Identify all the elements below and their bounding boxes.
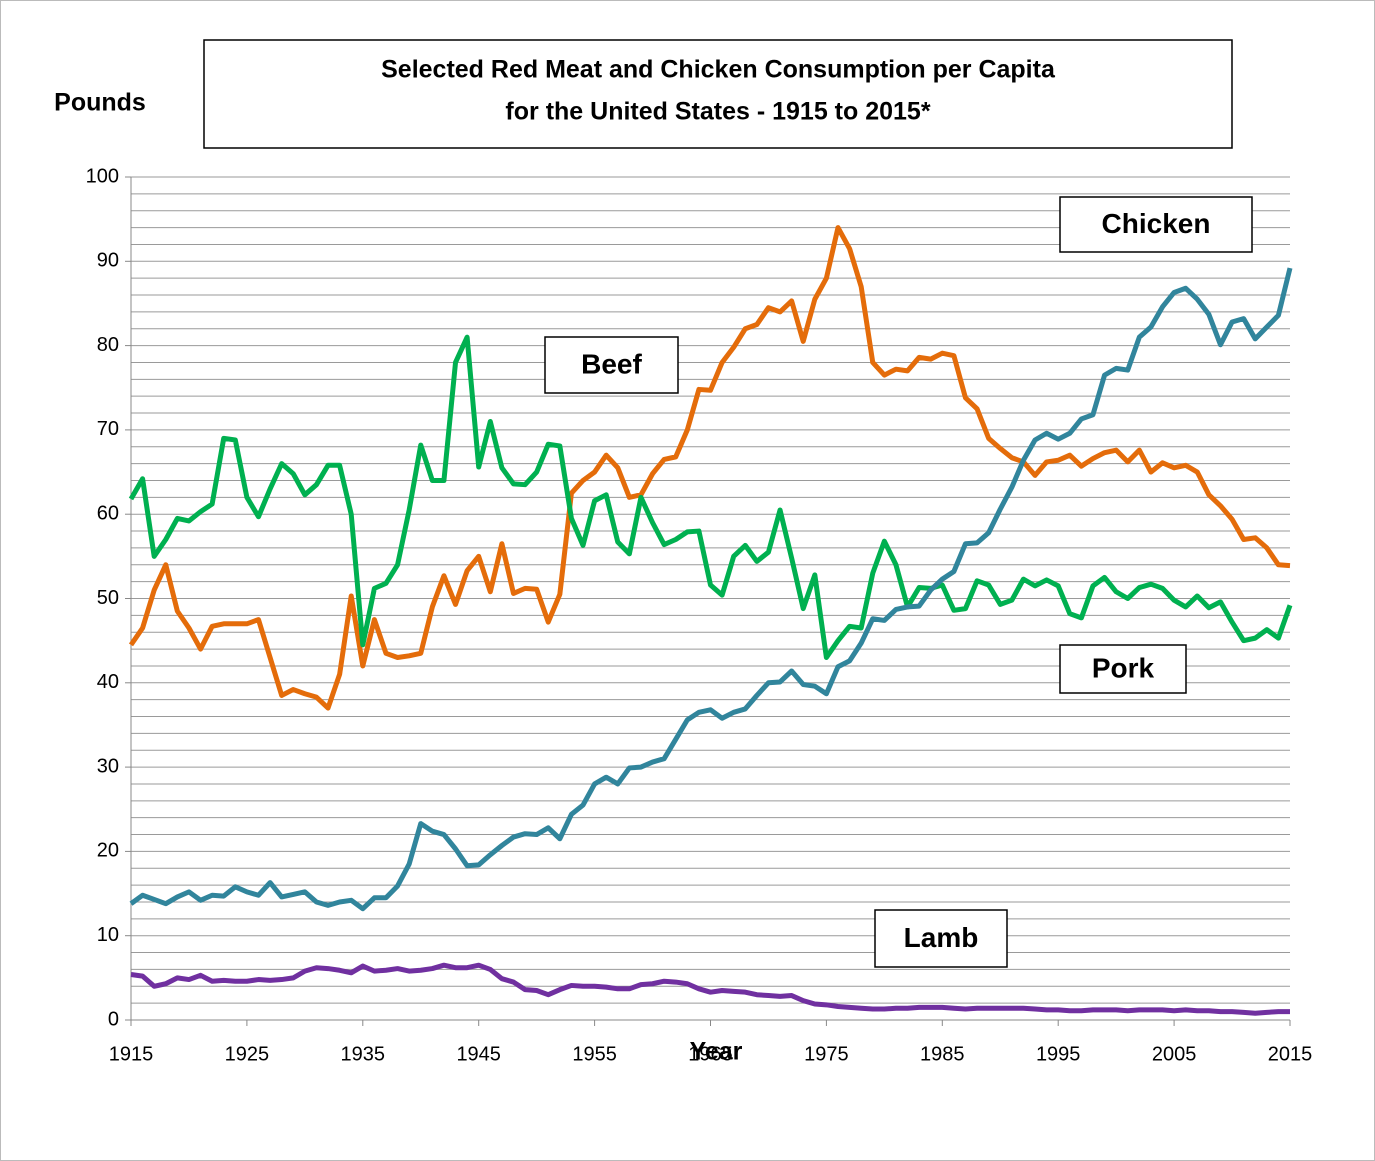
x-tick-label: 1995 — [1036, 1043, 1081, 1065]
y-axis-label: Pounds — [54, 89, 146, 117]
x-tick-label: 1985 — [920, 1043, 965, 1065]
series-line — [129, 267, 1293, 912]
series-label: Chicken — [1102, 208, 1211, 239]
x-tick-label: 1975 — [804, 1043, 849, 1065]
y-tick-label: 60 — [97, 502, 119, 524]
y-tick-label: 100 — [86, 165, 119, 187]
series-label: Beef — [581, 348, 642, 379]
x-tick-label: 1955 — [572, 1043, 617, 1065]
y-tick-label: 10 — [97, 924, 119, 946]
y-tick-label: 0 — [108, 1008, 119, 1030]
series-label-box — [874, 909, 1008, 968]
series-label-box — [1059, 644, 1187, 694]
y-tick-label: 20 — [97, 840, 119, 862]
x-tick-label: 2015 — [1268, 1043, 1313, 1065]
series-line — [128, 334, 1293, 661]
x-axis-label: Year — [690, 1038, 743, 1066]
series-line — [130, 962, 1290, 1016]
y-tick-label: 30 — [97, 755, 119, 777]
x-tick-label: 1965 — [688, 1043, 733, 1065]
x-tick-label: 1915 — [109, 1043, 154, 1065]
series-label-box — [1059, 196, 1253, 253]
chart-title: Selected Red Meat and Chicken Consumptio… — [381, 56, 1056, 84]
y-tick-label: 90 — [97, 250, 119, 272]
x-tick-label: 2005 — [1152, 1043, 1197, 1065]
title-box — [203, 39, 1233, 149]
y-tick-label: 80 — [97, 334, 119, 356]
series-label: Pork — [1092, 652, 1155, 683]
series-label-box — [544, 336, 679, 394]
y-tick-label: 70 — [97, 418, 119, 440]
y-tick-label: 50 — [97, 587, 119, 609]
y-tick-label: 40 — [97, 671, 119, 693]
series-line — [128, 225, 1291, 711]
series-label: Lamb — [904, 922, 979, 953]
x-tick-label: 1935 — [341, 1043, 386, 1065]
x-tick-label: 1945 — [456, 1043, 501, 1065]
x-tick-label: 1925 — [225, 1043, 270, 1065]
chart-title: for the United States - 1915 to 2015* — [505, 98, 930, 126]
